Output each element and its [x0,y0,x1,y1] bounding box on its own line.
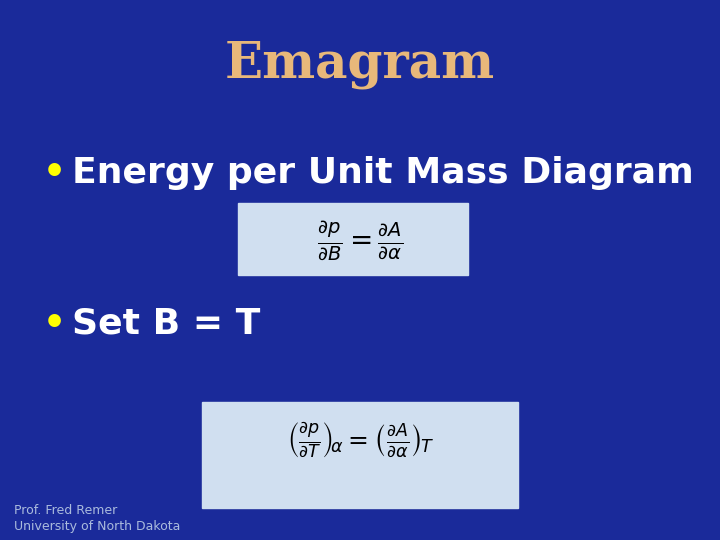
Text: •: • [43,307,66,341]
Text: Prof. Fred Remer: Prof. Fred Remer [14,504,117,517]
Text: Set B = T: Set B = T [72,307,261,341]
FancyBboxPatch shape [238,202,468,275]
Text: $\left(\frac{\partial p}{\partial T}\right)_{\!\alpha} = \left(\frac{\partial A}: $\left(\frac{\partial p}{\partial T}\rig… [287,421,433,460]
Text: •: • [43,156,66,190]
Text: $\frac{\partial p}{\partial B} = \frac{\partial A}{\partial \alpha}$: $\frac{\partial p}{\partial B} = \frac{\… [317,218,403,262]
FancyBboxPatch shape [202,402,518,508]
Text: Emagram: Emagram [225,40,495,89]
Text: Energy per Unit Mass Diagram: Energy per Unit Mass Diagram [72,156,694,190]
Text: University of North Dakota: University of North Dakota [14,520,181,533]
